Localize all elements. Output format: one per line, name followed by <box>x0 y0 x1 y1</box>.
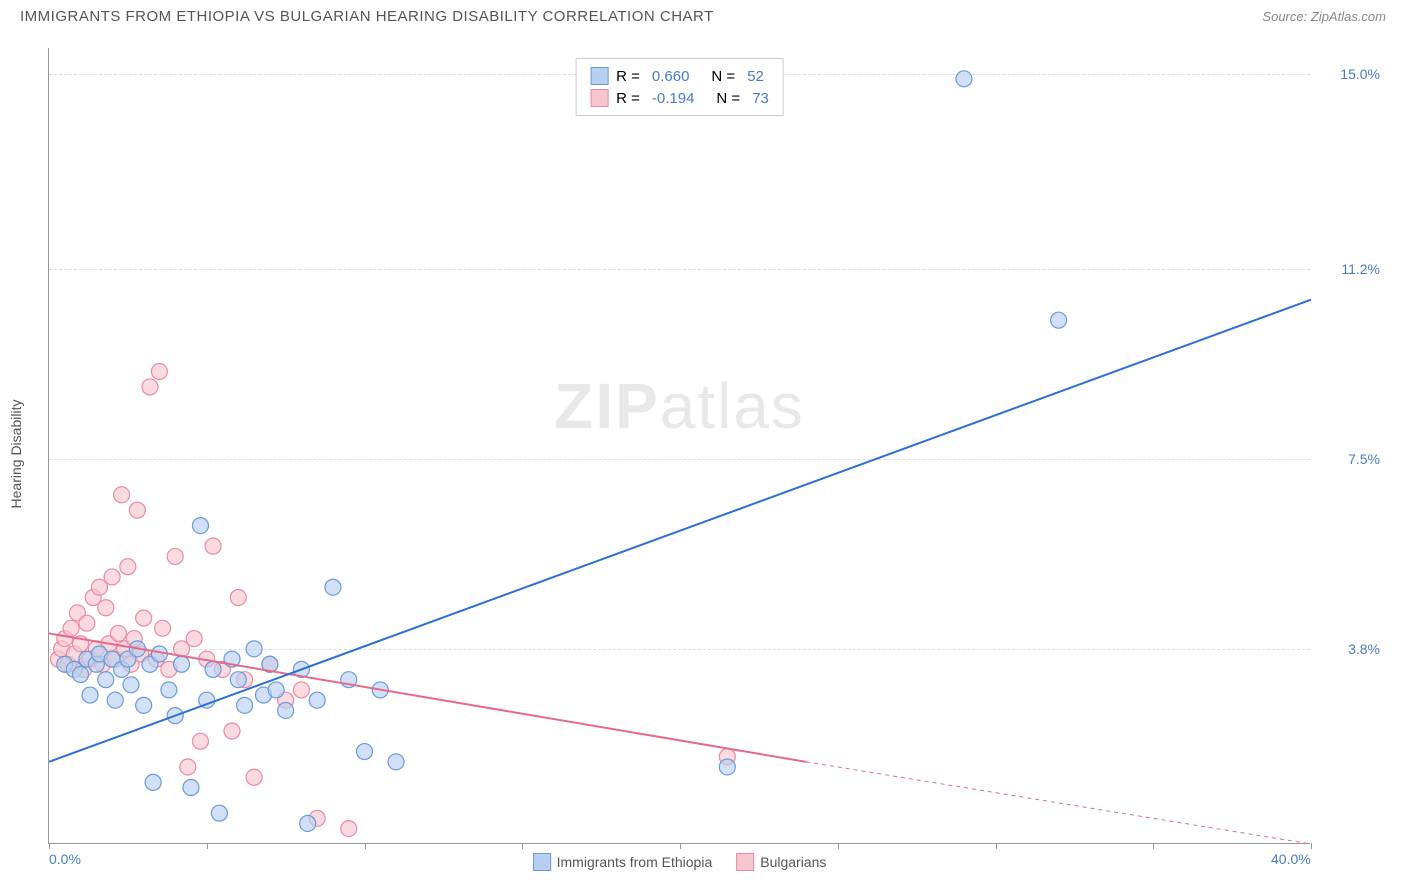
data-point <box>123 677 139 693</box>
regression-line-ethiopia <box>49 300 1311 762</box>
data-point <box>161 682 177 698</box>
legend-item-bulgarians: Bulgarians <box>736 853 826 871</box>
r-value-bulgarians: -0.194 <box>652 90 695 107</box>
legend-item-ethiopia: Immigrants from Ethiopia <box>533 853 713 871</box>
n-label: N = <box>711 68 735 85</box>
data-point <box>341 821 357 837</box>
data-point <box>155 620 171 636</box>
data-point <box>120 559 136 575</box>
data-point <box>183 780 199 796</box>
swatch-ethiopia-icon <box>533 853 551 871</box>
data-point <box>114 487 130 503</box>
n-value-ethiopia: 52 <box>747 68 764 85</box>
source-name: ZipAtlas.com <box>1311 9 1386 24</box>
data-point <box>205 661 221 677</box>
data-point <box>293 682 309 698</box>
legend-label-bulgarians: Bulgarians <box>760 854 826 870</box>
data-point <box>224 723 240 739</box>
data-point <box>192 518 208 534</box>
correlation-row-ethiopia: R = 0.660 N = 52 <box>590 65 769 87</box>
regression-line-bulgarians <box>49 633 806 761</box>
data-point <box>1051 312 1067 328</box>
data-point <box>300 815 316 831</box>
data-point <box>142 379 158 395</box>
r-value-ethiopia: 0.660 <box>652 68 690 85</box>
data-point <box>136 697 152 713</box>
data-point <box>719 759 735 775</box>
data-point <box>325 579 341 595</box>
data-point <box>104 569 120 585</box>
legend-label-ethiopia: Immigrants from Ethiopia <box>557 854 713 870</box>
data-point <box>110 625 126 641</box>
data-point <box>174 656 190 672</box>
swatch-bulgarians-icon <box>736 853 754 871</box>
r-label: R = <box>616 68 640 85</box>
data-point <box>246 641 262 657</box>
data-point <box>211 805 227 821</box>
r-label: R = <box>616 90 640 107</box>
data-point <box>237 697 253 713</box>
chart-header: IMMIGRANTS FROM ETHIOPIA VS BULGARIAN HE… <box>0 0 1406 29</box>
data-point <box>98 672 114 688</box>
data-point <box>388 754 404 770</box>
data-point <box>73 667 89 683</box>
n-label: N = <box>716 90 740 107</box>
data-point <box>956 71 972 87</box>
swatch-bulgarians <box>590 89 608 107</box>
series-legend: Immigrants from Ethiopia Bulgarians <box>533 853 827 871</box>
n-value-bulgarians: 73 <box>752 90 769 107</box>
regression-line-bulgarians-dashed <box>806 762 1311 844</box>
data-point <box>107 692 123 708</box>
plot-area: ZIPatlas R = 0.660 N = 52 R = -0.194 N =… <box>48 48 1310 844</box>
y-tick-label: 7.5% <box>1348 451 1380 467</box>
chart-container: Hearing Disability ZIPatlas R = 0.660 N … <box>48 48 1388 844</box>
data-point <box>136 610 152 626</box>
data-point <box>192 733 208 749</box>
y-axis-label: Hearing Disability <box>8 400 24 509</box>
data-point <box>63 620 79 636</box>
y-tick-label: 3.8% <box>1348 641 1380 657</box>
y-tick-label: 11.2% <box>1341 261 1380 277</box>
data-point <box>278 702 294 718</box>
y-tick-label: 15.0% <box>1340 66 1380 82</box>
data-point <box>98 600 114 616</box>
data-point <box>151 364 167 380</box>
chart-title: IMMIGRANTS FROM ETHIOPIA VS BULGARIAN HE… <box>20 8 714 25</box>
x-tick-label: 0.0% <box>49 851 81 867</box>
data-point <box>205 538 221 554</box>
data-point <box>357 744 373 760</box>
scatter-plot-svg <box>49 48 1310 843</box>
data-point <box>246 769 262 785</box>
correlation-legend: R = 0.660 N = 52 R = -0.194 N = 73 <box>575 58 784 116</box>
data-point <box>145 774 161 790</box>
swatch-ethiopia <box>590 67 608 85</box>
data-point <box>230 589 246 605</box>
data-point <box>268 682 284 698</box>
data-point <box>186 631 202 647</box>
data-point <box>180 759 196 775</box>
x-tick-label: 40.0% <box>1271 851 1311 867</box>
data-point <box>309 692 325 708</box>
source-label: Source: <box>1262 9 1307 24</box>
data-point <box>167 548 183 564</box>
data-point <box>82 687 98 703</box>
data-point <box>230 672 246 688</box>
data-point <box>79 615 95 631</box>
data-point <box>129 502 145 518</box>
correlation-row-bulgarians: R = -0.194 N = 73 <box>590 87 769 109</box>
source-attribution: Source: ZipAtlas.com <box>1262 9 1386 24</box>
